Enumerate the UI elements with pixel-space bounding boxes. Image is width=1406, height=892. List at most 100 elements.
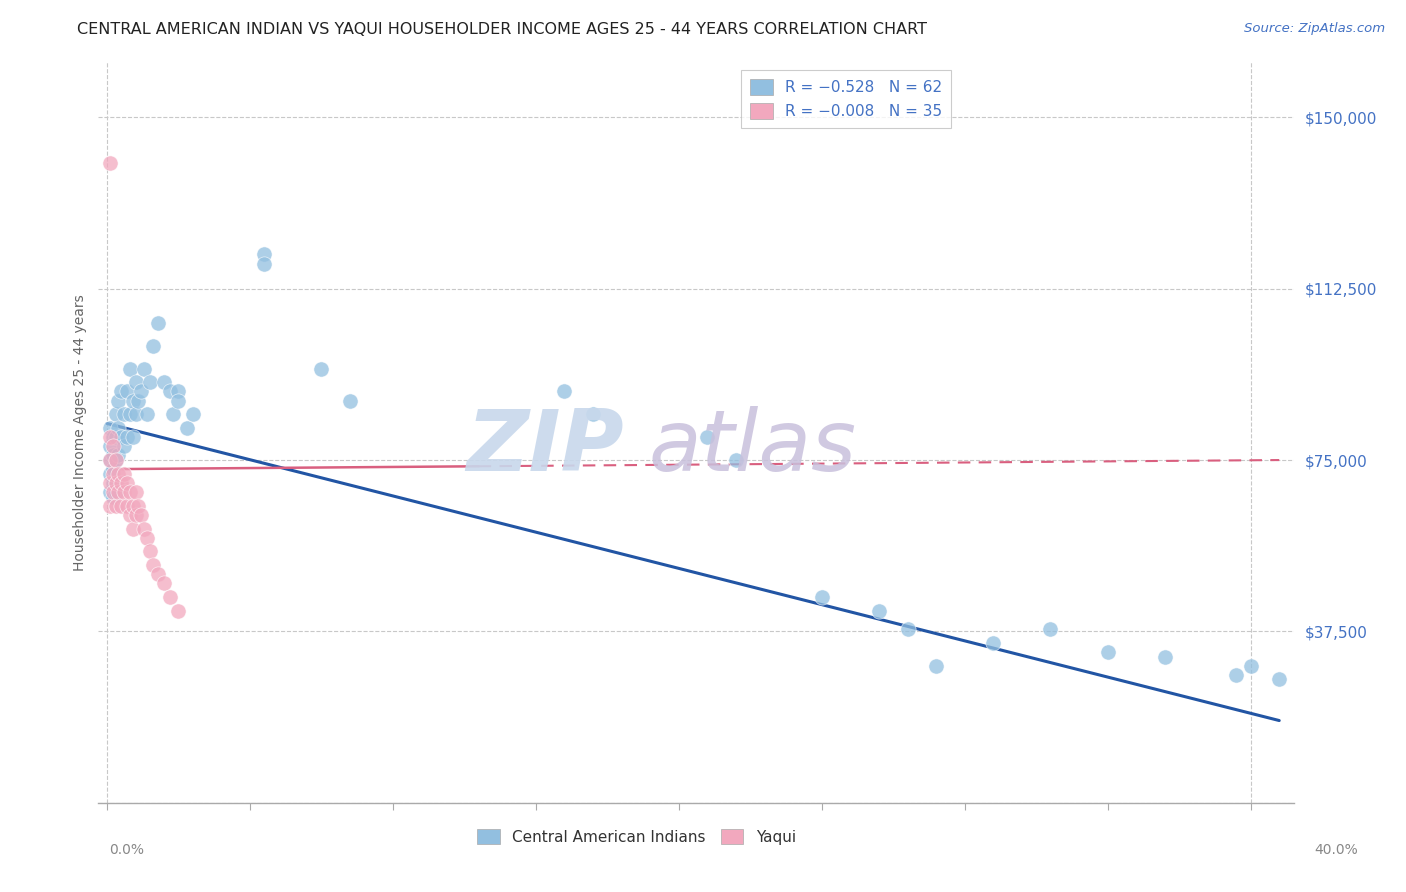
Point — [98, 485, 121, 500]
Point — [136, 408, 159, 422]
Text: ZIP: ZIP — [467, 406, 624, 489]
Point — [98, 499, 121, 513]
Point — [98, 421, 121, 435]
Point — [107, 467, 129, 481]
Text: 0.0%: 0.0% — [110, 843, 143, 857]
Point — [118, 361, 141, 376]
Point — [110, 499, 132, 513]
Point — [1239, 658, 1261, 673]
Point — [110, 430, 132, 444]
Point — [121, 522, 143, 536]
Legend: Central American Indians, Yaqui: Central American Indians, Yaqui — [471, 822, 801, 851]
Point — [107, 393, 129, 408]
Point — [112, 439, 135, 453]
Point — [159, 384, 181, 399]
Point — [981, 636, 1004, 650]
Point — [101, 490, 124, 504]
Point — [139, 376, 162, 390]
Point — [148, 316, 170, 330]
Point — [311, 361, 333, 376]
Point — [167, 393, 190, 408]
Point — [159, 590, 181, 604]
Point — [810, 590, 832, 604]
Point — [134, 361, 156, 376]
Point — [101, 439, 124, 453]
Point — [167, 384, 190, 399]
Point — [124, 485, 146, 500]
Point — [104, 475, 127, 490]
Point — [696, 430, 718, 444]
Point — [167, 604, 190, 618]
Point — [1097, 645, 1119, 659]
Point — [118, 408, 141, 422]
Point — [98, 467, 121, 481]
Point — [98, 439, 121, 453]
Point — [104, 499, 127, 513]
Point — [98, 475, 121, 490]
Point — [101, 449, 124, 463]
Point — [181, 408, 204, 422]
Point — [121, 393, 143, 408]
Point — [115, 475, 138, 490]
Point — [134, 522, 156, 536]
Y-axis label: Householder Income Ages 25 - 44 years: Householder Income Ages 25 - 44 years — [73, 294, 87, 571]
Point — [98, 156, 121, 170]
Point — [104, 453, 127, 467]
Point — [925, 658, 948, 673]
Point — [98, 430, 121, 444]
Point — [118, 508, 141, 522]
Point — [153, 376, 176, 390]
Point — [101, 467, 124, 481]
Point — [107, 485, 129, 500]
Point — [112, 408, 135, 422]
Point — [110, 384, 132, 399]
Point — [101, 462, 124, 476]
Point — [104, 408, 127, 422]
Text: 40.0%: 40.0% — [1313, 843, 1358, 857]
Point — [1039, 622, 1062, 636]
Point — [131, 508, 153, 522]
Point — [582, 408, 605, 422]
Point — [131, 384, 153, 399]
Point — [112, 485, 135, 500]
Point — [253, 256, 276, 270]
Text: Source: ZipAtlas.com: Source: ZipAtlas.com — [1244, 22, 1385, 36]
Point — [176, 421, 198, 435]
Point — [104, 453, 127, 467]
Point — [124, 376, 146, 390]
Point — [136, 531, 159, 545]
Point — [101, 475, 124, 490]
Point — [896, 622, 918, 636]
Point — [118, 485, 141, 500]
Point — [104, 430, 127, 444]
Point — [124, 408, 146, 422]
Point — [121, 499, 143, 513]
Point — [115, 384, 138, 399]
Point — [724, 453, 747, 467]
Point — [115, 499, 138, 513]
Point — [107, 449, 129, 463]
Point — [98, 453, 121, 467]
Text: atlas: atlas — [648, 406, 856, 489]
Point — [339, 393, 361, 408]
Point — [98, 453, 121, 467]
Point — [868, 604, 890, 618]
Point — [553, 384, 575, 399]
Point — [107, 421, 129, 435]
Point — [253, 247, 276, 261]
Point — [127, 393, 149, 408]
Point — [101, 430, 124, 444]
Point — [124, 508, 146, 522]
Point — [127, 499, 149, 513]
Point — [112, 467, 135, 481]
Point — [1225, 668, 1247, 682]
Point — [153, 576, 176, 591]
Point — [142, 558, 165, 573]
Point — [139, 544, 162, 558]
Point — [101, 485, 124, 500]
Point — [110, 475, 132, 490]
Point — [162, 408, 184, 422]
Point — [148, 567, 170, 582]
Text: CENTRAL AMERICAN INDIAN VS YAQUI HOUSEHOLDER INCOME AGES 25 - 44 YEARS CORRELATI: CENTRAL AMERICAN INDIAN VS YAQUI HOUSEHO… — [77, 22, 928, 37]
Point — [115, 430, 138, 444]
